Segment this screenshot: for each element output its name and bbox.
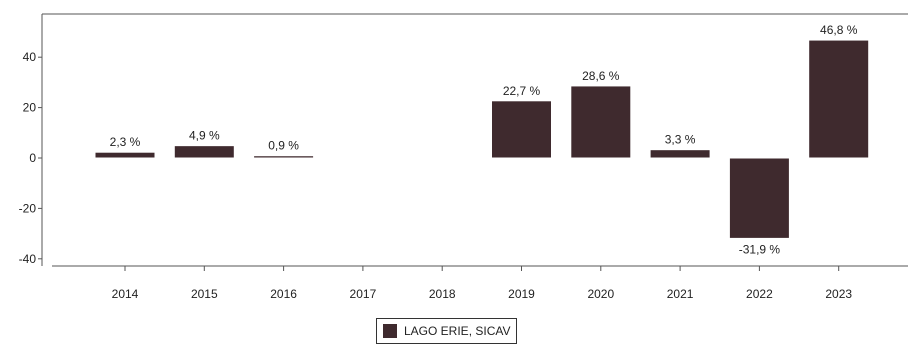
data-label: -31,9 % [739,242,781,256]
bar [728,157,790,239]
x-tick-label: 2022 [746,287,773,301]
bars [94,39,870,239]
bar [649,149,711,159]
data-label: 28,6 % [582,69,620,83]
bar [94,151,156,159]
bar [491,100,552,159]
data-label: 22,7 % [503,84,541,98]
y-tick-label: -40 [19,252,37,266]
y-axis: 40 20 0 -20 -40 [19,13,908,266]
x-tick-label: 2020 [587,287,614,301]
bar [808,39,870,159]
legend: LAGO ERIE, SICAV [376,318,518,344]
data-label: 0,9 % [268,139,299,153]
y-tick-label: -20 [19,201,37,215]
x-tick-label: 2021 [667,287,694,301]
bar [570,85,632,159]
x-tick-label: 2018 [429,287,456,301]
legend-label: LAGO ERIE, SICAV [404,324,511,338]
x-tick-label: 2016 [270,287,297,301]
data-label: 2,3 % [110,135,141,149]
x-tick-label: 2014 [112,287,139,301]
legend-swatch [383,324,397,338]
y-tick-label: 0 [29,151,36,165]
data-label: 46,8 % [820,23,858,37]
data-labels: 2,3 % 4,9 % 0,9 % 22,7 % 28,6 % 3,3 % -31,9 % 4… [110,23,858,256]
bar [253,155,315,159]
y-tick-label: 20 [23,101,37,115]
x-axis: 2014 2015 2016 2017 2018 2019 2020 2021 2022 2023 [52,265,908,301]
x-tick-label: 2023 [825,287,852,301]
bar [173,145,235,159]
data-label: 3,3 % [665,133,696,147]
y-tick-label: 40 [23,50,37,64]
x-tick-label: 2017 [350,287,377,301]
data-label: 4,9 % [189,129,220,143]
x-tick-label: 2019 [508,287,535,301]
x-tick-label: 2015 [191,287,218,301]
